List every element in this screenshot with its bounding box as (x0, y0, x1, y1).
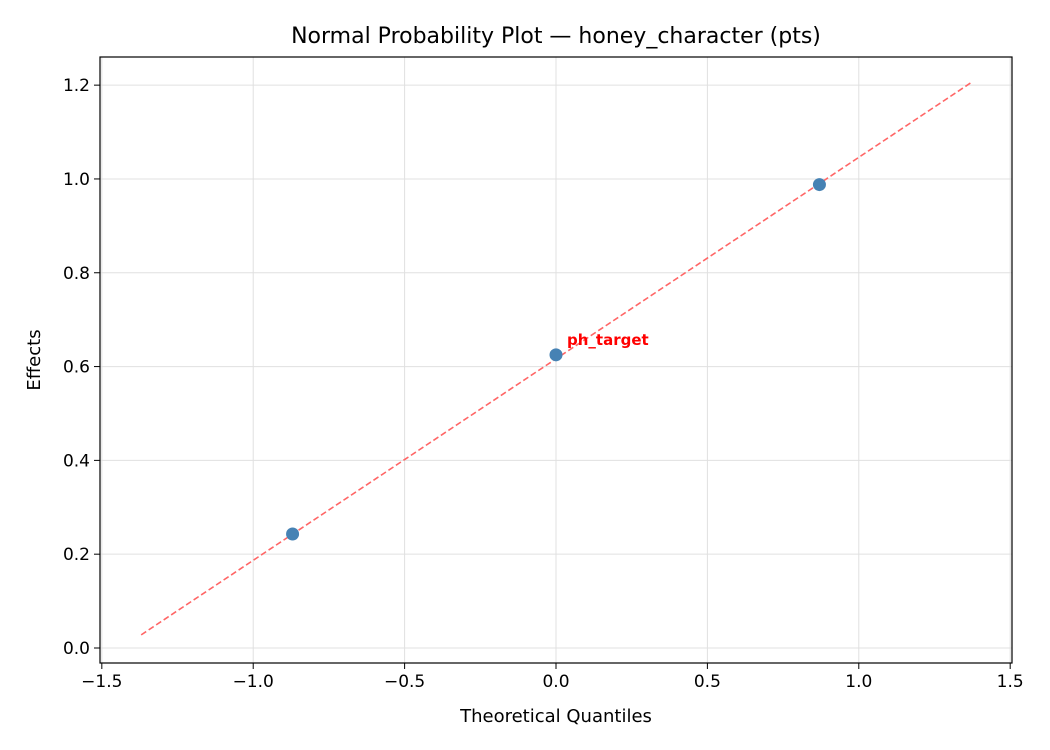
x-tick-label: 0.0 (542, 672, 569, 692)
x-tick-label: −0.5 (384, 672, 425, 692)
annotation-ph-target: ph_target (567, 331, 649, 349)
y-tick-label: 0.0 (63, 639, 90, 659)
x-tick-label: −1.0 (233, 672, 274, 692)
y-tick-label: 0.8 (63, 264, 90, 284)
ticks: −1.5 −1.0 −0.5 0.0 0.5 1.0 1.5 0.0 0.2 0.4 0.6 0.8 1… (63, 76, 1024, 692)
chart-title: Normal Probability Plot — honey_characte… (291, 24, 821, 49)
y-tick-label: 1.2 (63, 76, 90, 96)
x-tick-label: −1.5 (81, 672, 122, 692)
y-tick-label: 0.2 (63, 545, 90, 565)
y-tick-label: 0.6 (63, 358, 90, 378)
x-tick-label: 1.5 (997, 672, 1024, 692)
x-tick-label: 1.0 (845, 672, 872, 692)
x-axis-label: Theoretical Quantiles (459, 706, 652, 727)
x-tick-label: 0.5 (694, 672, 721, 692)
grid (100, 57, 1012, 663)
y-tick-label: 0.4 (63, 451, 90, 471)
data-point (812, 178, 826, 192)
y-tick-label: 1.0 (63, 170, 90, 190)
data-point (286, 527, 300, 541)
points-group (286, 178, 826, 541)
y-axis-label: Effects (24, 329, 45, 390)
data-point (549, 348, 563, 362)
